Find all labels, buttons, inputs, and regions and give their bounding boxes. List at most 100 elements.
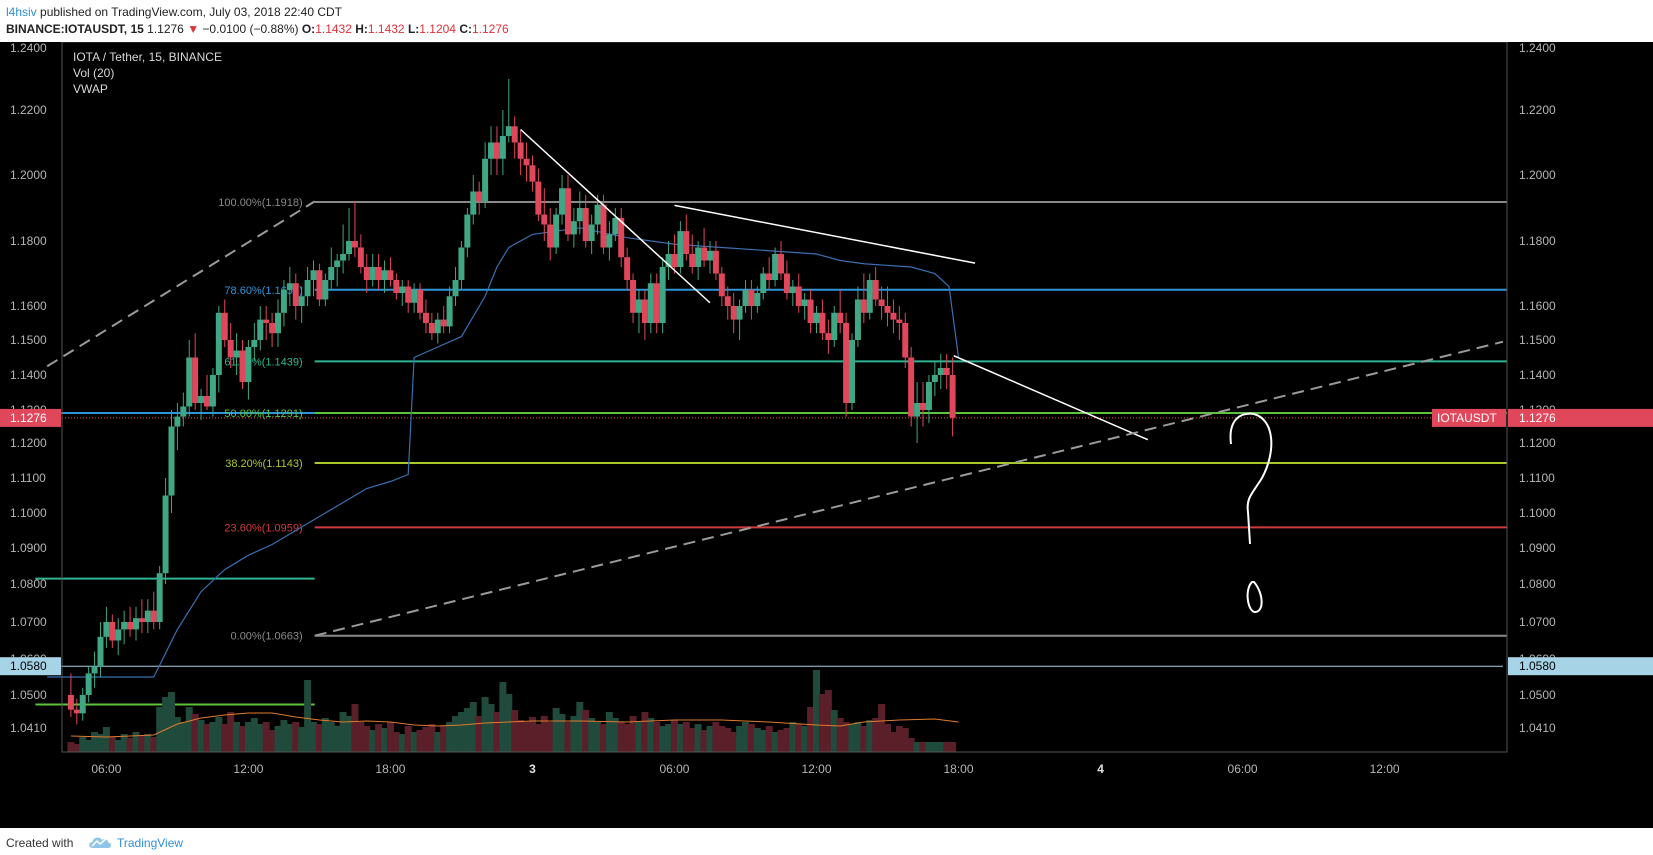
volume-bar bbox=[79, 737, 87, 752]
fib-level-label: 23.60%(1.0959) bbox=[224, 522, 302, 534]
price-tick-label-left: 1.2400 bbox=[10, 42, 47, 55]
price-tick-label: 1.0800 bbox=[1519, 577, 1556, 591]
candle-body bbox=[322, 280, 329, 300]
time-tick-label: 18:00 bbox=[944, 762, 974, 776]
price-tick-label: 1.2000 bbox=[1519, 168, 1556, 182]
candle-body bbox=[97, 636, 104, 667]
time-tick-label: 12:00 bbox=[801, 762, 831, 776]
candle-body bbox=[860, 299, 867, 313]
candle-body bbox=[115, 629, 122, 641]
candle-body bbox=[452, 280, 459, 297]
candle-body bbox=[937, 368, 944, 375]
candle-body bbox=[73, 709, 80, 714]
price-tick-label: 1.1400 bbox=[1519, 368, 1556, 382]
candle-body bbox=[641, 299, 648, 323]
price-tick-label: 1.1000 bbox=[1519, 506, 1556, 520]
candle-body bbox=[428, 323, 435, 334]
candle-body bbox=[606, 234, 613, 248]
candle-body bbox=[760, 273, 767, 293]
candle-body bbox=[440, 319, 447, 327]
volume-bar bbox=[694, 724, 702, 752]
candle-body bbox=[109, 622, 116, 641]
volume-bar bbox=[256, 724, 264, 752]
volume-bar bbox=[327, 722, 335, 752]
created-with-text: Created with bbox=[6, 836, 74, 850]
time-tick-label: 12:00 bbox=[233, 762, 263, 776]
volume-bar bbox=[67, 742, 75, 752]
volume-bar bbox=[813, 670, 820, 752]
change-value: −0.0100 (−0.88%) bbox=[202, 22, 299, 36]
volume-bar bbox=[730, 732, 738, 752]
volume-bar bbox=[268, 730, 276, 752]
candle-body bbox=[263, 319, 270, 323]
plot-border bbox=[61, 41, 1508, 753]
candle-body bbox=[186, 357, 193, 407]
candle-body bbox=[399, 286, 406, 293]
volume-bar bbox=[132, 732, 140, 752]
candle-body bbox=[411, 289, 418, 303]
chart-footer: Created with TradingView bbox=[0, 828, 1653, 855]
volume-bar bbox=[943, 742, 951, 752]
legend-entry: IOTA / Tether, 15, BINANCE bbox=[73, 50, 222, 64]
volume-bar bbox=[114, 740, 122, 752]
price-tick-label: 1.0700 bbox=[1519, 615, 1556, 629]
volume-bar bbox=[351, 704, 359, 752]
volume-bar bbox=[102, 727, 110, 752]
candle-body bbox=[630, 280, 637, 313]
volume-bar bbox=[304, 680, 312, 752]
volume-bar bbox=[197, 720, 205, 752]
candle-body bbox=[328, 267, 335, 280]
volume-bar bbox=[647, 718, 655, 752]
price-tick-label-left: 1.0800 bbox=[10, 577, 47, 591]
volume-bar bbox=[173, 717, 181, 752]
tradingview-brand[interactable]: TradingView bbox=[117, 836, 184, 850]
volume-bar bbox=[156, 707, 164, 752]
candle-body bbox=[677, 231, 684, 267]
candle-body bbox=[837, 312, 844, 323]
candle-body bbox=[547, 224, 554, 248]
volume-bar bbox=[262, 722, 270, 752]
candle-body bbox=[612, 217, 619, 235]
candle-body bbox=[594, 204, 601, 225]
legend-entry: Vol (20) bbox=[73, 66, 114, 80]
volume-bar bbox=[404, 726, 412, 752]
candle-body bbox=[523, 158, 530, 166]
candle-body bbox=[825, 333, 832, 340]
fib-level-label: 0.00%(1.0663) bbox=[231, 631, 303, 643]
volume-bar bbox=[315, 724, 323, 752]
tradingview-cloud-icon bbox=[89, 837, 111, 848]
volume-bar bbox=[528, 717, 536, 752]
volume-bar bbox=[221, 724, 229, 752]
chart-area[interactable]: 100.00%(1.1918) 78.60%(1.1650) 61.80%(1.14… bbox=[0, 41, 1653, 828]
candle-body bbox=[233, 350, 240, 358]
volume-bar bbox=[659, 726, 667, 752]
price-tick-label-left: 1.1600 bbox=[10, 299, 47, 313]
price-tick-label-left: 1.0900 bbox=[10, 541, 47, 555]
legend-entry: VWAP bbox=[73, 82, 108, 96]
candle-body bbox=[831, 312, 838, 340]
author-link[interactable]: l4hsiv bbox=[6, 5, 37, 19]
candle-body bbox=[257, 319, 264, 340]
price-tick-label: 1.0900 bbox=[1519, 541, 1556, 555]
candle-body bbox=[304, 280, 311, 297]
candle-body bbox=[488, 142, 495, 159]
candle-body bbox=[482, 158, 489, 202]
volume-bar bbox=[872, 718, 880, 752]
volume-bar bbox=[469, 702, 477, 752]
volume-bar bbox=[463, 708, 471, 752]
price-tick-label: 1.2200 bbox=[1519, 103, 1556, 117]
candle-body bbox=[369, 267, 376, 280]
volume-bar bbox=[517, 720, 525, 752]
candle-body bbox=[357, 247, 364, 267]
candle-body bbox=[446, 296, 453, 327]
vwap-line bbox=[47, 227, 960, 678]
volume-bar bbox=[203, 724, 211, 752]
candle-body bbox=[843, 323, 850, 403]
price-tick-label: 1.1500 bbox=[1519, 333, 1556, 347]
price-tick-label: 1.1100 bbox=[1519, 471, 1555, 485]
volume-bar bbox=[369, 730, 377, 752]
candle-body bbox=[807, 299, 814, 323]
price-chart[interactable]: 100.00%(1.1918)78.60%(1.1650)61.80%(1.14… bbox=[0, 41, 1653, 828]
candle-body bbox=[570, 221, 577, 235]
candle-body bbox=[754, 293, 761, 306]
